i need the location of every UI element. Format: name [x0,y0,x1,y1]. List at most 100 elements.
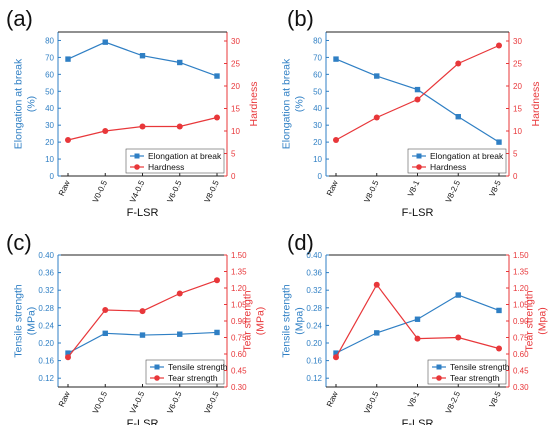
right-tick-label: 15 [513,105,522,114]
legend-swatch-square [154,364,160,370]
right-tick-label: 10 [513,127,522,136]
x-tick-label: V8-5 [488,179,504,199]
legend-box [145,359,225,385]
legend-swatch-circle [436,375,442,381]
data-point-square [374,330,380,336]
left-axis-title: Elongation at break [281,58,293,149]
x-tick-label: V8-0.5 [362,390,380,416]
right-tick-label: 0.90 [231,317,247,326]
right-tick-label: 10 [231,127,240,136]
data-point-circle [414,335,421,342]
data-point-circle [214,277,220,284]
data-point-square [177,59,183,66]
left-axis-title: (Mpa) [294,307,306,334]
data-point-circle [496,42,502,49]
right-tick-label: 1.35 [231,268,247,277]
data-point-square [65,350,71,356]
right-tick-label: 0.45 [231,367,247,376]
panel-label: (c) [6,230,32,255]
data-point-circle [455,334,462,341]
left-tick-label: 0 [50,172,55,181]
left-tick-label: 0.24 [38,321,54,330]
chart-panel-b: (b) 0 10 20 30 40 50 60 70 80 0 5 10 15 20 25 30 Raw V8-0.… [281,6,543,219]
chart-panel-a: (a) 0 10 20 30 40 50 60 70 80 0 5 10 15 20 25 30 Raw V0-0.… [6,6,260,219]
left-tick-label: 0.40 [306,251,322,260]
x-tick-label: Raw [57,390,72,409]
left-axis-title: (%) [26,96,38,112]
x-tick-label: V6-0.5 [165,179,183,205]
right-axis-title: Tear strength [524,290,536,351]
legend-box [427,359,507,385]
right-axis-title: (MPa) [255,307,267,336]
left-axis-title: Tensile strength [13,284,25,358]
left-tick-label: 30 [45,121,54,130]
left-tick-label: 0.16 [306,357,322,366]
left-tick-label: 60 [313,70,322,79]
data-point-square [333,56,339,62]
data-point-circle [65,137,71,143]
left-tick-label: 0 [318,172,323,181]
legend-label: Elongation at break [430,151,504,161]
right-tick-label: 0.45 [513,367,529,376]
x-tick-label: Raw [325,390,340,409]
right-tick-label: 0.60 [231,350,247,359]
right-tick-label: 25 [231,60,240,69]
series-line [335,44,500,141]
right-tick-label: 0.60 [513,350,529,359]
legend-label: Tear strength [168,373,218,383]
data-point-circle [214,114,220,121]
right-tick-label: 0.75 [513,334,529,343]
data-point-square [333,350,339,356]
legend-label: Elongation at break [148,151,222,161]
left-tick-label: 40 [313,104,322,113]
x-tick-label: V8-2.5 [444,179,462,205]
right-tick-label: 0 [231,172,236,181]
left-tick-label: 50 [45,87,54,96]
data-point-square [214,73,220,79]
legend-label: Hardness [148,162,184,172]
x-tick-label: V8-0.5 [203,179,221,205]
x-tick-label: V4-0.5 [128,390,146,416]
right-tick-label: 0 [513,172,518,181]
data-point-circle [496,345,502,352]
data-point-square [139,53,146,59]
data-point-square [214,329,220,336]
data-point-square [455,114,461,120]
right-tick-label: 30 [231,37,240,46]
data-point-circle [373,114,380,121]
x-axis-title: F-LSR [402,207,434,219]
legend-swatch-circle [154,375,160,381]
right-tick-label: 25 [513,60,522,69]
left-tick-label: 0.36 [306,269,322,278]
right-tick-label: 0.90 [513,317,529,326]
panel-label: (a) [6,6,33,31]
data-point-circle [65,354,71,361]
x-tick-label: V0-0.5 [91,179,109,205]
data-point-circle [176,290,183,297]
data-point-circle [139,308,146,315]
x-tick-label: V4-0.5 [128,179,146,205]
right-tick-label: 1.50 [513,251,529,260]
x-tick-label: V8-0.5 [203,390,221,416]
data-point-square [496,307,502,314]
right-axis-title: Hardness [248,82,260,127]
data-point-square [414,86,421,93]
data-point-square [455,292,461,298]
left-tick-label: 40 [45,104,54,113]
left-tick-label: 20 [313,138,322,147]
right-tick-label: 5 [231,150,236,159]
right-tick-label: 20 [513,82,522,91]
x-tick-label: V8-1 [406,179,422,199]
data-point-circle [102,307,109,313]
right-axis-title: Tear strength [242,290,254,351]
data-point-circle [176,123,183,130]
data-point-circle [139,123,146,130]
data-point-circle [373,281,380,288]
left-tick-label: 0.32 [38,286,54,295]
legend-label: Tensile strength [168,362,228,372]
left-tick-label: 70 [313,53,322,62]
left-tick-label: 0.40 [38,251,54,260]
legend-label: Tensile strength [450,362,510,372]
right-tick-label: 0.75 [231,334,247,343]
